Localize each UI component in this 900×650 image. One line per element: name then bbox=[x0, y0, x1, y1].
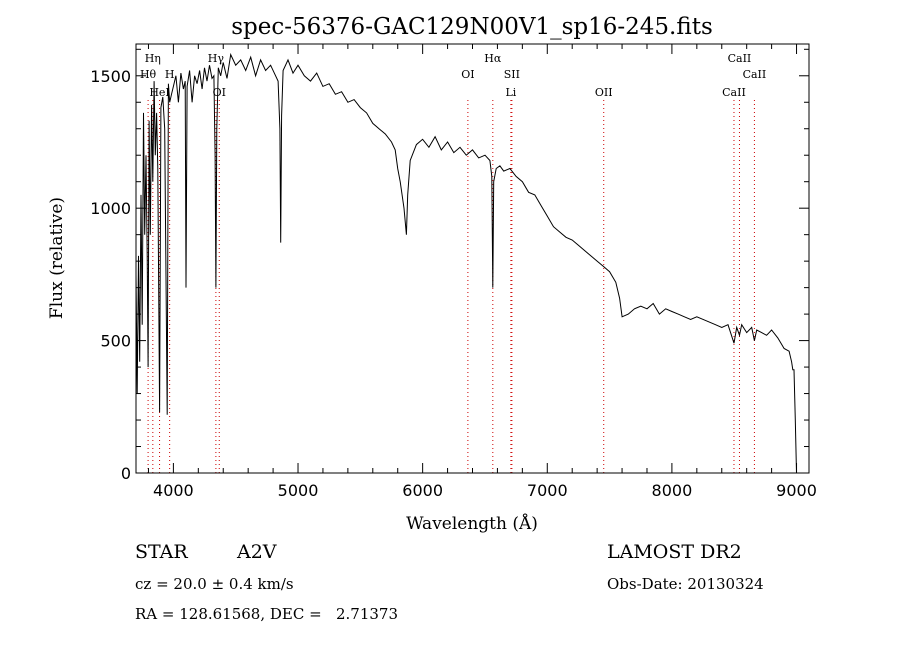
redshift-velocity: cz = 20.0 ± 0.4 km/s bbox=[135, 575, 294, 593]
x-tick-label: 6000 bbox=[402, 481, 443, 500]
plot-frame bbox=[135, 43, 810, 474]
line-marker-label: Hγ bbox=[208, 52, 225, 65]
spectrum-line bbox=[135, 52, 797, 474]
x-tick-label: 5000 bbox=[278, 481, 319, 500]
line-marker-label: OII bbox=[595, 86, 613, 99]
line-marker-label: Hη bbox=[145, 52, 161, 65]
x-tick-label: 9000 bbox=[776, 481, 817, 500]
y-axis-label: Flux (relative) bbox=[47, 197, 67, 319]
line-marker-label: Li bbox=[505, 86, 516, 99]
spectral-class: A2V bbox=[237, 541, 277, 563]
line-marker-label: CaII bbox=[743, 68, 767, 81]
survey-name: LAMOST DR2 bbox=[607, 541, 742, 563]
chart-title: spec-56376-GAC129N00V1_sp16-245.fits bbox=[231, 14, 713, 40]
y-tick-label: 1500 bbox=[90, 67, 131, 86]
line-marker-label: OI bbox=[461, 68, 474, 81]
line-marker-label: H bbox=[165, 68, 175, 81]
line-marker-label: OI bbox=[213, 86, 226, 99]
y-tick-label: 500 bbox=[100, 332, 131, 351]
spectral-line-markers: Hη Hθ H HeI Hγ OI Hα OI SII Li OII CaII CaII CaII bbox=[140, 52, 766, 473]
y-tick-label: 0 bbox=[121, 464, 131, 483]
line-marker-label: Hα bbox=[484, 52, 502, 65]
coordinates: RA = 128.61568, DEC = 2.71373 bbox=[135, 605, 399, 623]
line-marker-label: Hθ bbox=[140, 68, 157, 81]
line-marker-label: CaII bbox=[728, 52, 752, 65]
line-marker-label: CaII bbox=[722, 86, 746, 99]
line-marker-label: SII bbox=[504, 68, 520, 81]
line-marker-label: HeI bbox=[149, 86, 169, 99]
y-tick-label: 1000 bbox=[90, 199, 131, 218]
x-tick-label: 7000 bbox=[527, 481, 568, 500]
axis-ticks: 4000 5000 6000 7000 8000 9000 0 500 1000 1500 bbox=[90, 44, 817, 500]
x-tick-label: 8000 bbox=[652, 481, 693, 500]
observation-date: Obs-Date: 20130324 bbox=[607, 575, 764, 593]
object-type: STAR bbox=[135, 541, 188, 563]
x-tick-label: 4000 bbox=[153, 481, 194, 500]
x-axis-label: Wavelength (Å) bbox=[406, 513, 538, 534]
